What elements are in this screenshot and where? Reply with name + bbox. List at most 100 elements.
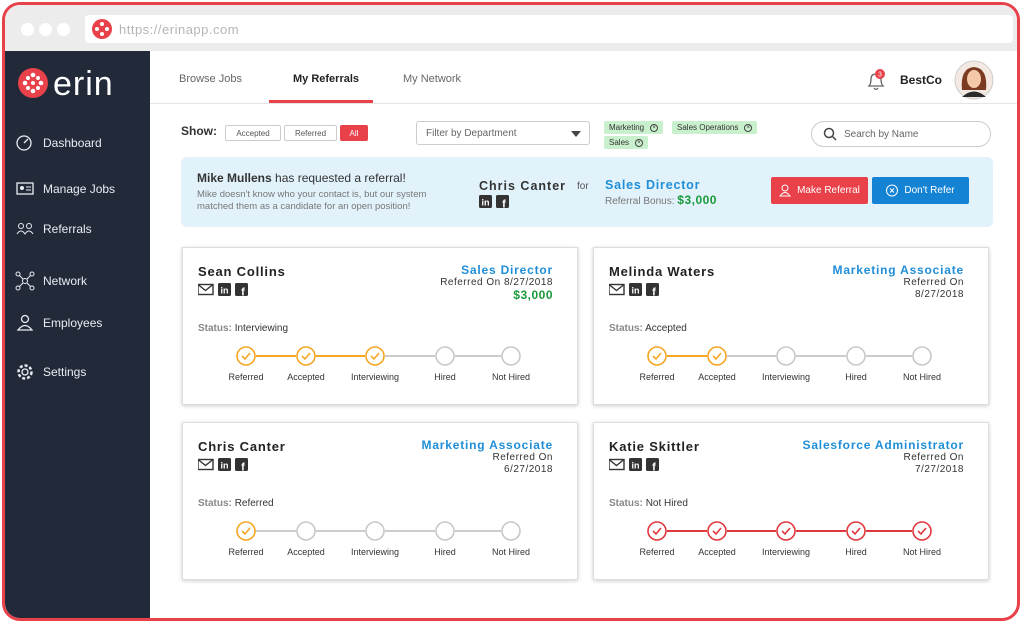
nav-label: Referrals bbox=[43, 222, 92, 236]
progress-step bbox=[707, 521, 727, 541]
step-check bbox=[781, 527, 791, 536]
bonus-label: Referral Bonus: bbox=[605, 196, 675, 207]
nav-item[interactable]: Settings bbox=[15, 362, 86, 382]
referral-bonus: $3,000 bbox=[513, 288, 553, 302]
action-button[interactable]: Don't Refer bbox=[872, 177, 969, 204]
nav-item[interactable]: Manage Jobs bbox=[15, 179, 115, 199]
search-box[interactable]: Search by Name bbox=[811, 121, 991, 147]
request-job: Sales Director bbox=[605, 178, 701, 192]
svg-text:f: f bbox=[241, 287, 245, 298]
active-tab-underline bbox=[269, 100, 373, 103]
bonus-amount: $3,000 bbox=[677, 193, 717, 207]
progress-step bbox=[846, 521, 866, 541]
notification-bell[interactable]: 3 bbox=[865, 69, 887, 93]
job-title[interactable]: Marketing Associate bbox=[421, 438, 553, 452]
svg-text:in: in bbox=[482, 198, 490, 208]
progress-step bbox=[707, 346, 727, 366]
step-label: Interviewing bbox=[350, 372, 400, 382]
job-title[interactable]: Marketing Associate bbox=[832, 263, 964, 277]
status-value: Referred bbox=[234, 498, 274, 509]
svg-text:f: f bbox=[652, 287, 656, 298]
step-label: Interviewing bbox=[761, 372, 811, 382]
show-option[interactable]: Accepted bbox=[225, 125, 281, 141]
status: Status: Not Hired bbox=[609, 498, 688, 509]
step-label: Interviewing bbox=[350, 547, 400, 557]
job-title[interactable]: Salesforce Administrator bbox=[802, 438, 964, 452]
status: Status: Interviewing bbox=[198, 323, 288, 334]
step-check bbox=[241, 352, 251, 361]
referral-card: Melinda Waters Marketing Associate Referre… bbox=[593, 247, 989, 405]
referral-card: Chris Canter Marketing Associate Referred … bbox=[182, 422, 578, 580]
progress-step bbox=[912, 521, 932, 541]
request-heading: Mike Mullens has requested a referral! bbox=[197, 171, 406, 185]
nav-label: Network bbox=[43, 274, 88, 288]
filter-tag[interactable]: Sales Operations × bbox=[672, 121, 758, 134]
button-icon bbox=[779, 184, 792, 197]
tab[interactable]: My Referrals bbox=[293, 73, 360, 85]
candidate-name: Katie Skittler bbox=[609, 439, 700, 454]
step-label: Accepted bbox=[287, 372, 325, 382]
social-links[interactable]: in f bbox=[609, 458, 660, 472]
nav-item[interactable]: Dashboard bbox=[15, 133, 102, 153]
sidebar: erin Dashboard Manage Jobs Referrals Networ… bbox=[5, 51, 150, 618]
progress-step bbox=[365, 521, 385, 541]
filter-tag[interactable]: Marketing × bbox=[604, 121, 664, 134]
social-links[interactable]: in f bbox=[609, 283, 660, 297]
job-title[interactable]: Sales Director bbox=[461, 263, 553, 277]
show-option[interactable]: All bbox=[340, 125, 368, 141]
department-filter[interactable]: Filter by Department bbox=[416, 121, 590, 145]
nav-item[interactable]: Referrals bbox=[15, 219, 92, 239]
progress-tracker bbox=[647, 521, 932, 541]
action-button[interactable]: Make Referral bbox=[771, 177, 868, 204]
tag-remove[interactable]: × bbox=[635, 138, 644, 147]
button-label: Don't Refer bbox=[904, 185, 955, 196]
url-text: https://erinapp.com bbox=[119, 22, 240, 37]
nav-icon bbox=[16, 223, 34, 235]
progress-step bbox=[236, 521, 256, 541]
request-detail: Mike doesn't know who your contact is, b… bbox=[197, 189, 427, 212]
social-links[interactable]: in f bbox=[479, 195, 510, 209]
company-name: BestCo bbox=[900, 73, 943, 87]
tag-remove[interactable]: × bbox=[650, 123, 659, 132]
progress-step bbox=[912, 346, 932, 366]
tab[interactable]: Browse Jobs bbox=[179, 73, 242, 85]
progress-step bbox=[647, 346, 667, 366]
nav-item[interactable]: Employees bbox=[15, 313, 102, 333]
tab[interactable]: My Network bbox=[403, 73, 462, 85]
step-check bbox=[652, 352, 662, 361]
social-links[interactable]: in f bbox=[198, 283, 249, 297]
step-label: Hired bbox=[845, 547, 867, 557]
progress-tracker bbox=[236, 346, 521, 366]
step-label: Hired bbox=[434, 372, 456, 382]
user-avatar[interactable] bbox=[954, 60, 994, 100]
referred-on-label: Referred On bbox=[440, 277, 501, 288]
svg-text:in: in bbox=[632, 286, 640, 296]
status: Status: Referred bbox=[198, 498, 274, 509]
referred-date: 6/27/2018 bbox=[504, 464, 553, 475]
step-check bbox=[712, 352, 722, 361]
referral-card: Katie Skittler Salesforce Administrator Re… bbox=[593, 422, 989, 580]
social-links[interactable]: in f bbox=[198, 458, 249, 472]
department-placeholder: Filter by Department bbox=[426, 128, 517, 139]
progress-step bbox=[846, 346, 866, 366]
referred-on: Referred On 8/27/2018 bbox=[903, 277, 964, 301]
progress-step bbox=[647, 521, 667, 541]
url-bar[interactable]: https://erinapp.com bbox=[85, 15, 1013, 43]
tag-label: Sales bbox=[609, 138, 630, 147]
nav-item[interactable]: Network bbox=[15, 271, 87, 291]
step-label: Referred bbox=[639, 372, 675, 382]
progress-step bbox=[501, 346, 521, 366]
step-label: Referred bbox=[639, 547, 675, 557]
status-value: Interviewing bbox=[234, 323, 289, 334]
show-option[interactable]: Referred bbox=[284, 125, 337, 141]
dropdown-arrow bbox=[571, 131, 581, 137]
window-dot bbox=[39, 23, 52, 36]
tag-remove[interactable]: × bbox=[744, 123, 753, 132]
step-label: Accepted bbox=[698, 372, 736, 382]
filter-tag[interactable]: Sales × bbox=[604, 136, 649, 149]
referred-on: Referred On 6/27/2018 bbox=[492, 452, 553, 476]
svg-text:in: in bbox=[632, 461, 640, 471]
step-check bbox=[301, 352, 311, 361]
